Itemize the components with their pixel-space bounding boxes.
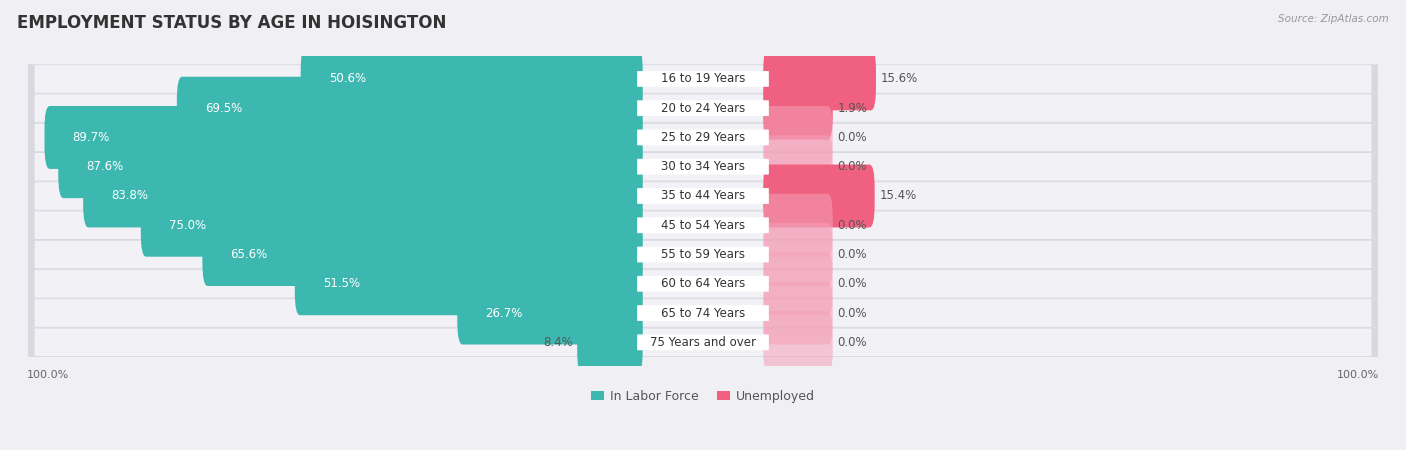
FancyBboxPatch shape	[45, 106, 643, 169]
Text: 1.9%: 1.9%	[838, 102, 868, 115]
FancyBboxPatch shape	[637, 276, 769, 292]
FancyBboxPatch shape	[28, 152, 1378, 181]
FancyBboxPatch shape	[763, 223, 832, 286]
FancyBboxPatch shape	[177, 76, 643, 140]
FancyBboxPatch shape	[28, 123, 1378, 152]
FancyBboxPatch shape	[35, 328, 1371, 356]
Text: Source: ZipAtlas.com: Source: ZipAtlas.com	[1278, 14, 1389, 23]
FancyBboxPatch shape	[28, 64, 1378, 94]
FancyBboxPatch shape	[28, 94, 1378, 123]
Text: 0.0%: 0.0%	[838, 306, 868, 320]
Text: 45 to 54 Years: 45 to 54 Years	[661, 219, 745, 232]
FancyBboxPatch shape	[637, 217, 769, 233]
Text: 0.0%: 0.0%	[838, 248, 868, 261]
FancyBboxPatch shape	[58, 135, 643, 198]
Text: 69.5%: 69.5%	[205, 102, 242, 115]
FancyBboxPatch shape	[202, 223, 643, 286]
FancyBboxPatch shape	[763, 252, 832, 315]
Text: 0.0%: 0.0%	[838, 277, 868, 290]
FancyBboxPatch shape	[83, 165, 643, 227]
FancyBboxPatch shape	[637, 71, 769, 87]
FancyBboxPatch shape	[763, 47, 876, 110]
FancyBboxPatch shape	[35, 94, 1371, 122]
Text: 8.4%: 8.4%	[543, 336, 572, 349]
FancyBboxPatch shape	[637, 100, 769, 116]
Text: 15.4%: 15.4%	[879, 189, 917, 202]
Text: 60 to 64 Years: 60 to 64 Years	[661, 277, 745, 290]
FancyBboxPatch shape	[763, 76, 832, 140]
FancyBboxPatch shape	[141, 194, 643, 256]
Text: 75 Years and over: 75 Years and over	[650, 336, 756, 349]
FancyBboxPatch shape	[28, 298, 1378, 328]
FancyBboxPatch shape	[35, 212, 1371, 239]
Text: EMPLOYMENT STATUS BY AGE IN HOISINGTON: EMPLOYMENT STATUS BY AGE IN HOISINGTON	[17, 14, 446, 32]
FancyBboxPatch shape	[457, 282, 643, 345]
FancyBboxPatch shape	[35, 153, 1371, 180]
FancyBboxPatch shape	[637, 159, 769, 175]
Text: 26.7%: 26.7%	[485, 306, 523, 320]
FancyBboxPatch shape	[28, 328, 1378, 357]
FancyBboxPatch shape	[35, 65, 1371, 93]
FancyBboxPatch shape	[301, 47, 643, 110]
FancyBboxPatch shape	[763, 311, 832, 374]
FancyBboxPatch shape	[28, 181, 1378, 211]
FancyBboxPatch shape	[35, 182, 1371, 210]
Text: 75.0%: 75.0%	[169, 219, 207, 232]
Legend: In Labor Force, Unemployed: In Labor Force, Unemployed	[591, 390, 815, 403]
FancyBboxPatch shape	[637, 188, 769, 204]
Text: 51.5%: 51.5%	[323, 277, 360, 290]
FancyBboxPatch shape	[763, 165, 875, 227]
Text: 50.6%: 50.6%	[329, 72, 366, 86]
FancyBboxPatch shape	[763, 135, 832, 198]
FancyBboxPatch shape	[763, 282, 832, 345]
Text: 0.0%: 0.0%	[838, 219, 868, 232]
FancyBboxPatch shape	[35, 270, 1371, 297]
FancyBboxPatch shape	[28, 211, 1378, 240]
Text: 55 to 59 Years: 55 to 59 Years	[661, 248, 745, 261]
Text: 65 to 74 Years: 65 to 74 Years	[661, 306, 745, 320]
FancyBboxPatch shape	[637, 130, 769, 145]
Text: 89.7%: 89.7%	[73, 131, 110, 144]
Text: 0.0%: 0.0%	[838, 336, 868, 349]
Text: 35 to 44 Years: 35 to 44 Years	[661, 189, 745, 202]
Text: 16 to 19 Years: 16 to 19 Years	[661, 72, 745, 86]
FancyBboxPatch shape	[295, 252, 643, 315]
Text: 65.6%: 65.6%	[231, 248, 267, 261]
FancyBboxPatch shape	[637, 247, 769, 262]
Text: 25 to 29 Years: 25 to 29 Years	[661, 131, 745, 144]
Text: 30 to 34 Years: 30 to 34 Years	[661, 160, 745, 173]
FancyBboxPatch shape	[578, 311, 643, 374]
Text: 83.8%: 83.8%	[111, 189, 148, 202]
FancyBboxPatch shape	[35, 299, 1371, 327]
Text: 15.6%: 15.6%	[880, 72, 918, 86]
FancyBboxPatch shape	[763, 106, 832, 169]
Text: 0.0%: 0.0%	[838, 160, 868, 173]
FancyBboxPatch shape	[28, 269, 1378, 298]
FancyBboxPatch shape	[35, 241, 1371, 268]
FancyBboxPatch shape	[637, 334, 769, 350]
FancyBboxPatch shape	[28, 240, 1378, 269]
FancyBboxPatch shape	[35, 124, 1371, 151]
Text: 0.0%: 0.0%	[838, 131, 868, 144]
FancyBboxPatch shape	[637, 305, 769, 321]
Text: 87.6%: 87.6%	[86, 160, 124, 173]
Text: 20 to 24 Years: 20 to 24 Years	[661, 102, 745, 115]
FancyBboxPatch shape	[763, 194, 832, 256]
